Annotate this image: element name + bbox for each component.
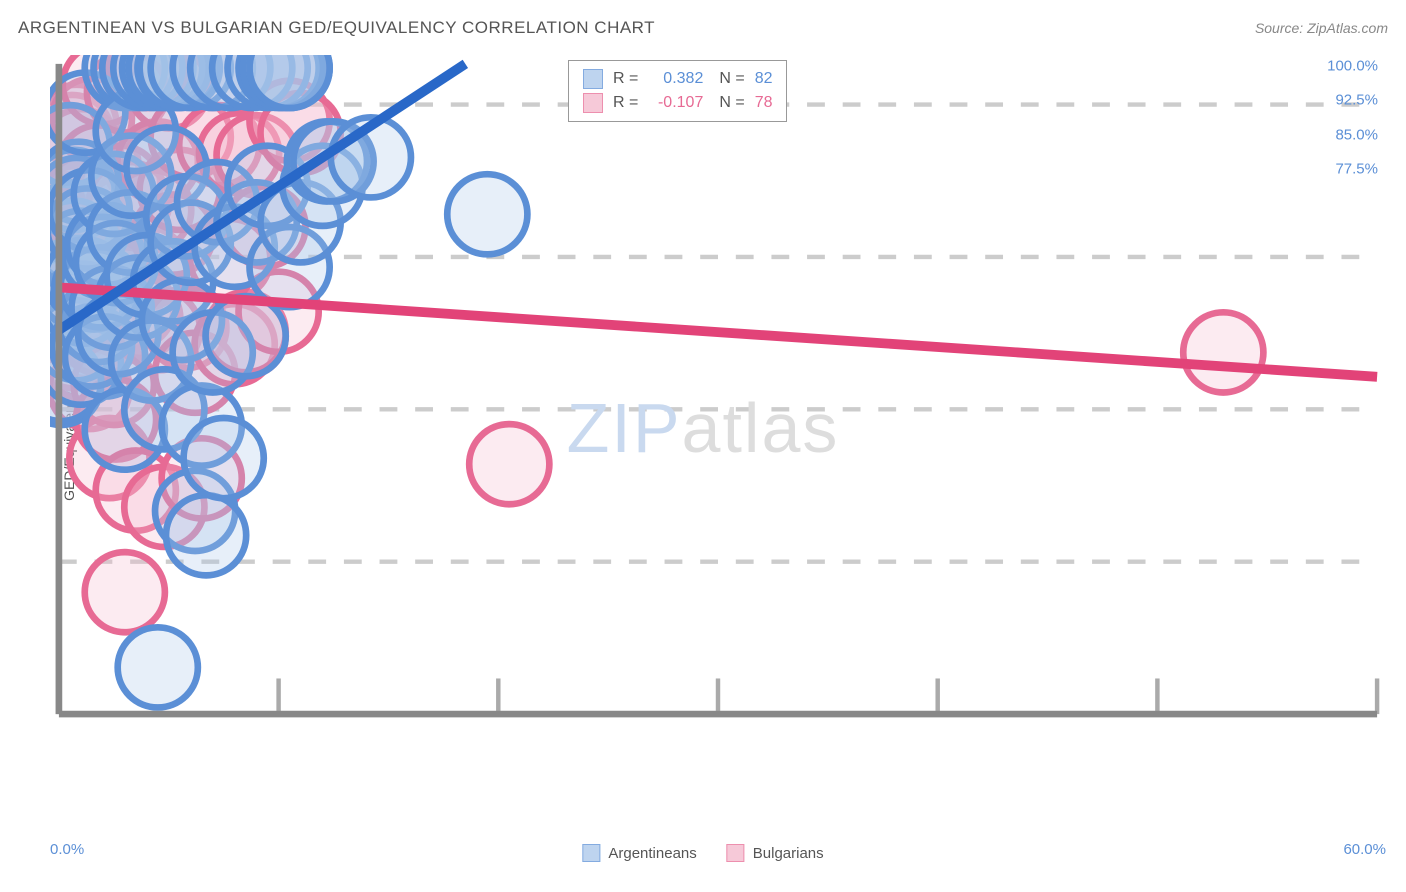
y-tick-label: 100.0%: [1327, 58, 1378, 75]
correlation-stat-box: R = 0.382 N = 82 R = -0.107 N = 78: [568, 60, 787, 122]
n-value-argentineans: 82: [755, 70, 773, 88]
x-axis-max-label: 60.0%: [1343, 841, 1386, 858]
y-tick-label: 85.0%: [1335, 126, 1378, 143]
scatter-plot: [50, 55, 1386, 723]
n-label: N =: [719, 94, 744, 112]
legend-item-bulgarians: Bulgarians: [727, 844, 824, 862]
stat-swatch-argentineans: [583, 69, 603, 89]
legend-swatch-bulgarians: [727, 844, 745, 862]
stat-row-argentineans: R = 0.382 N = 82: [569, 67, 786, 91]
legend-label-bulgarians: Bulgarians: [753, 845, 824, 862]
legend-swatch-argentineans: [582, 844, 600, 862]
x-axis-min-label: 0.0%: [50, 841, 84, 858]
legend-label-argentineans: Argentineans: [608, 845, 696, 862]
y-tick-label: 77.5%: [1335, 160, 1378, 177]
n-value-bulgarians: 78: [755, 94, 773, 112]
legend-bottom: Argentineans Bulgarians: [582, 844, 823, 862]
chart-title: ARGENTINEAN VS BULGARIAN GED/EQUIVALENCY…: [18, 18, 655, 38]
n-label: N =: [719, 70, 744, 88]
chart-source: Source: ZipAtlas.com: [1255, 20, 1388, 36]
chart-header: ARGENTINEAN VS BULGARIAN GED/EQUIVALENCY…: [18, 18, 1388, 38]
r-label: R =: [613, 94, 638, 112]
r-value-argentineans: 0.382: [648, 70, 703, 88]
y-tick-label: 92.5%: [1335, 92, 1378, 109]
stat-row-bulgarians: R = -0.107 N = 78: [569, 91, 786, 115]
chart-area: R = 0.382 N = 82 R = -0.107 N = 78: [50, 55, 1386, 832]
r-value-bulgarians: -0.107: [648, 94, 703, 112]
stat-swatch-bulgarians: [583, 93, 603, 113]
r-label: R =: [613, 70, 638, 88]
legend-item-argentineans: Argentineans: [582, 844, 696, 862]
